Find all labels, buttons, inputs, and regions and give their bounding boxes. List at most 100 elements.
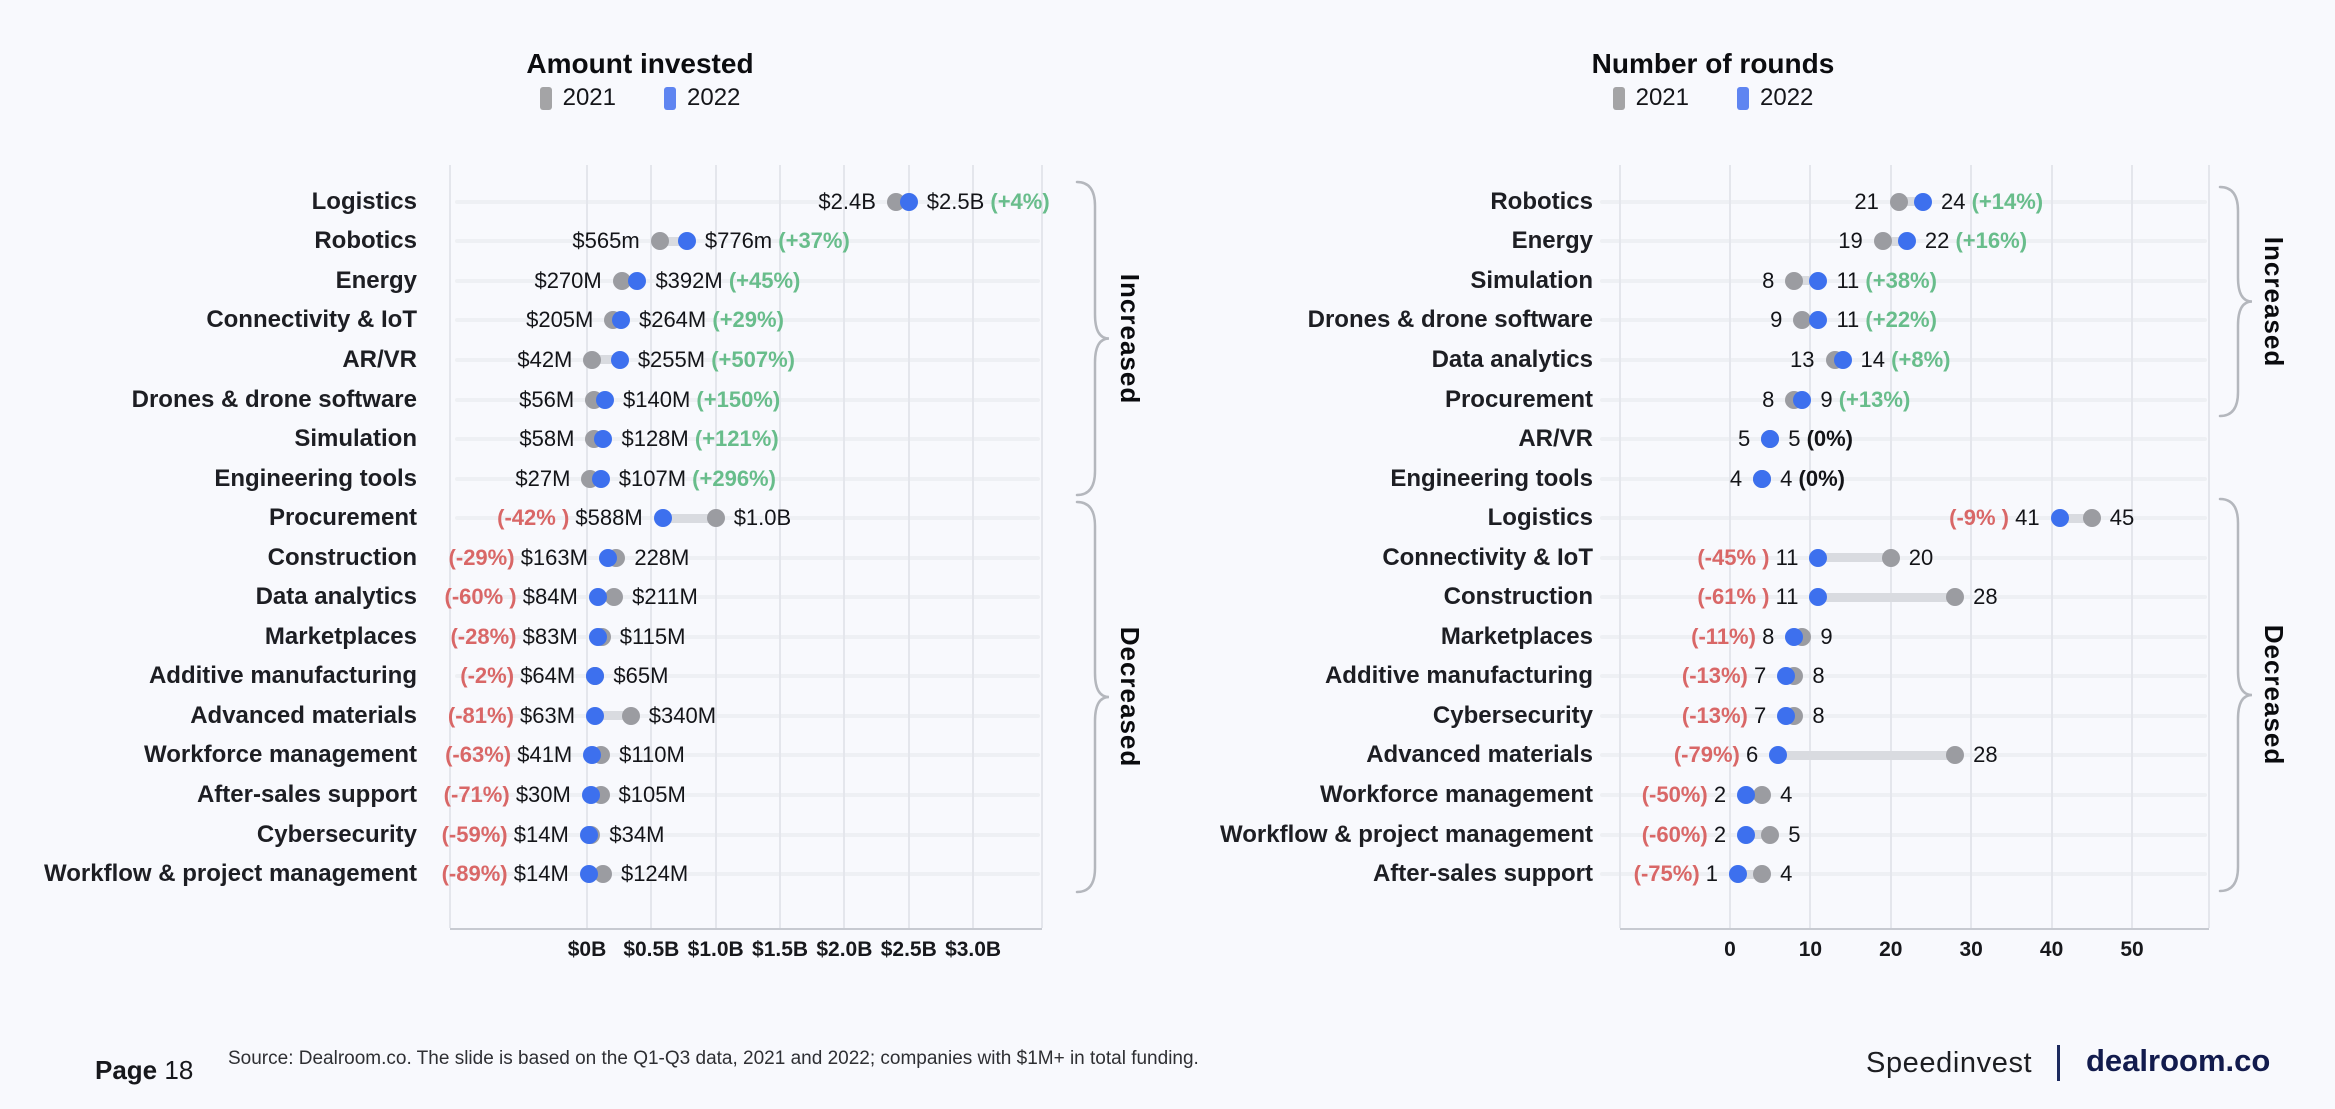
axis-tick-label: $1.0B [687, 938, 744, 961]
row-right-value: 4 [1780, 861, 1793, 887]
row-left-value: (-45% ) 11 [1697, 544, 1799, 570]
gridline [1970, 165, 1973, 928]
row-left-value: $270M [534, 267, 602, 293]
row-left-value: (-2%) $64M [460, 663, 576, 689]
row-left-value: $42M [517, 346, 573, 372]
dot-2021 [1825, 350, 1844, 369]
row-label: Advanced materials [190, 701, 417, 729]
legend-item-2022: 2022 [1737, 84, 1813, 112]
gridline [586, 165, 588, 928]
dot-2022 [586, 667, 605, 686]
row-right-value: 45 [2109, 505, 2135, 531]
axis-tick-label: 10 [1798, 938, 1823, 961]
row-label: Cybersecurity [1432, 701, 1593, 729]
row-gridline [1600, 753, 2207, 758]
row-left-value: (-42% ) $588M [497, 505, 643, 531]
dot-2022 [1809, 271, 1828, 290]
row-gridline [1600, 595, 2207, 600]
row-gridline [1600, 713, 2207, 718]
dot-2021 [593, 865, 612, 884]
gridline [1809, 165, 1812, 928]
row-left-value: 13 [1790, 346, 1815, 372]
group-label: Increased [1115, 273, 1145, 404]
row-right-value: $115M [619, 623, 686, 649]
row-right-value: 8 [1812, 702, 1825, 728]
row-right-value: 9 [1820, 623, 1833, 649]
dumbbell-connector [1786, 671, 1795, 681]
row-gridline [1600, 278, 2207, 283]
dot-2021 [591, 786, 610, 805]
dot-2022 [1753, 469, 1772, 488]
dot-2021 [585, 430, 604, 449]
row-gridline [1600, 239, 2207, 244]
row-gridline [1600, 555, 2207, 560]
dot-2021 [1881, 548, 1900, 567]
axis-tick-label: $0B [567, 938, 607, 961]
axis-tick-label: $0.5B [623, 938, 680, 961]
gridline [449, 165, 451, 928]
dot-2021 [585, 390, 604, 409]
dot-2022 [581, 786, 600, 805]
dot-2021 [1889, 192, 1908, 211]
dot-2022 [586, 706, 605, 725]
row-label: Workforce management [1320, 781, 1593, 809]
row-label: Robotics [314, 227, 417, 255]
dot-2021 [604, 311, 623, 330]
dumbbell-connector [592, 355, 620, 365]
dot-2022 [596, 390, 615, 409]
row-gridline [455, 318, 1040, 323]
dot-2022 [1729, 865, 1748, 884]
row-label: Construction [267, 543, 417, 571]
dot-2021 [1793, 627, 1812, 646]
row-left-value: $205M [526, 307, 594, 333]
row-left-value: 9 [1770, 307, 1783, 333]
row-left-value: (-89%) $14M [441, 861, 569, 887]
row-right-value: $124M [620, 861, 689, 887]
row-label: Engineering tools [214, 464, 417, 492]
gridline [1041, 165, 1043, 928]
axis-tick-label: 50 [2120, 938, 2144, 961]
axis-tick-label: $2.5B [880, 938, 937, 961]
row-label: Procurement [1444, 385, 1593, 413]
dumbbell-connector [613, 315, 621, 325]
legend-swatch-2021 [1612, 86, 1625, 110]
group-brace [1075, 180, 1110, 497]
row-label: Energy [1511, 227, 1593, 255]
page-number: Page 18 [95, 1055, 193, 1086]
row-right-value: 228M [634, 544, 690, 570]
row-right-value: 11 (+22%) [1836, 307, 1937, 333]
dumbbell-connector [595, 711, 631, 721]
dot-2022 [1737, 825, 1756, 844]
dumbbell-connector [590, 790, 601, 800]
dot-2021 [583, 350, 602, 369]
row-right-value: $34M [609, 821, 665, 847]
legend-item-2021: 2021 [539, 84, 616, 112]
row-gridline [1600, 476, 2207, 481]
page-number-value: 18 [164, 1055, 194, 1085]
row-gridline [1600, 437, 2207, 442]
row-gridline [1600, 516, 2207, 521]
row-label: Workflow & project management [44, 860, 417, 888]
axis-tick-label: 0 [1724, 938, 1736, 961]
row-right-value: 5 [1788, 821, 1801, 847]
dot-2022 [899, 192, 918, 211]
row-right-value: $392M (+45%) [655, 267, 801, 293]
row-left-value: 5 [1737, 426, 1751, 452]
row-right-value: 28 [1973, 742, 1998, 768]
legend-label-2022: 2022 [1760, 84, 1814, 111]
group-brace [2218, 185, 2253, 418]
dumbbell-connector [1794, 632, 1803, 642]
row-left-value: (-81%) $63M [447, 702, 576, 728]
row-left-value: (-13%) 7 [1681, 663, 1767, 689]
row-label: Marketplaces [1440, 622, 1593, 650]
gridline [2131, 165, 2133, 928]
dot-2022 [579, 825, 598, 844]
row-right-value: 14 (+8%) [1860, 346, 1951, 372]
row-label: AR/VR [342, 345, 417, 373]
row-left-value: $27M [515, 465, 571, 491]
dumbbell-connector [590, 474, 601, 484]
dot-2022 [1809, 311, 1828, 330]
row-right-value: $65M [613, 663, 669, 689]
row-label: Additive manufacturing [148, 662, 417, 690]
